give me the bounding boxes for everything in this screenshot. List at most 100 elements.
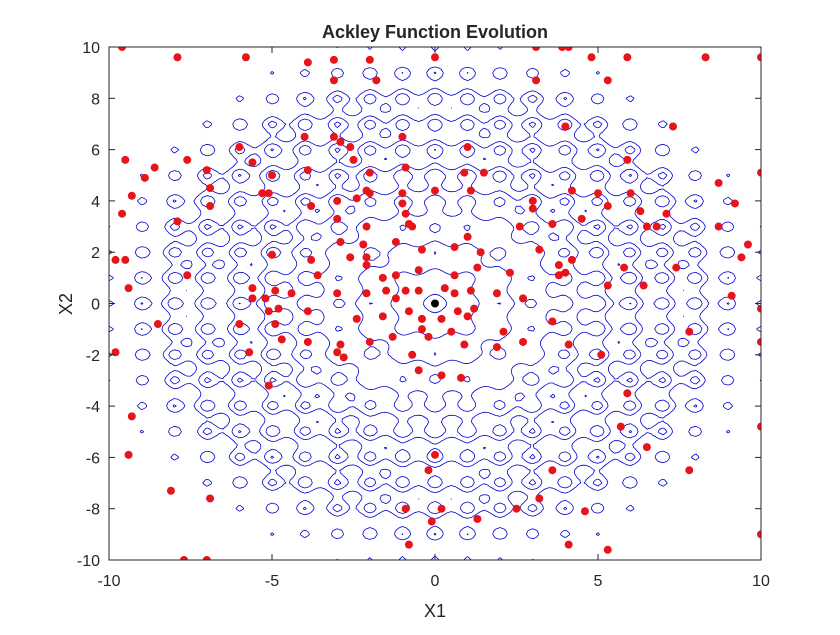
population-point bbox=[258, 189, 267, 198]
population-point bbox=[714, 178, 723, 187]
population-point bbox=[202, 166, 211, 175]
population-point bbox=[652, 222, 661, 231]
population-point bbox=[303, 166, 312, 175]
population-point bbox=[414, 286, 423, 295]
population-point bbox=[620, 263, 629, 272]
population-point bbox=[727, 291, 736, 300]
population-point bbox=[121, 255, 130, 264]
y-tick-label: -4 bbox=[86, 399, 100, 416]
population-point bbox=[567, 255, 576, 264]
y-tick-label: -8 bbox=[86, 502, 100, 519]
contour-lines bbox=[109, 47, 761, 560]
population-point bbox=[241, 53, 250, 62]
population-point bbox=[515, 222, 524, 231]
population-point bbox=[685, 327, 694, 336]
population-point bbox=[642, 222, 651, 231]
population-point bbox=[554, 261, 563, 270]
population-point bbox=[623, 155, 632, 164]
population-point bbox=[398, 189, 407, 198]
population-point bbox=[757, 168, 761, 177]
population-point bbox=[333, 348, 342, 357]
population-point bbox=[623, 53, 632, 62]
population-point bbox=[535, 245, 544, 254]
population-point bbox=[362, 186, 371, 195]
population-point bbox=[365, 337, 374, 346]
population-point bbox=[372, 76, 381, 85]
population-point bbox=[206, 184, 215, 193]
y-axis-label: X2 bbox=[56, 293, 76, 315]
population-point bbox=[365, 168, 374, 177]
population-point bbox=[118, 209, 127, 218]
population-point bbox=[248, 284, 257, 293]
population-point bbox=[362, 261, 371, 270]
y-tick-label: 2 bbox=[91, 245, 100, 262]
population-point bbox=[183, 155, 192, 164]
population-point bbox=[532, 47, 541, 51]
population-point bbox=[466, 286, 475, 295]
y-tick-label: 8 bbox=[91, 91, 100, 108]
population-point bbox=[173, 217, 182, 226]
y-tick-label: 4 bbox=[91, 194, 100, 211]
population-point bbox=[757, 530, 761, 539]
population-point bbox=[623, 389, 632, 398]
population-point bbox=[594, 189, 602, 198]
population-point bbox=[404, 307, 413, 316]
population-point bbox=[398, 132, 407, 141]
population-point bbox=[261, 294, 270, 303]
population-point bbox=[404, 540, 413, 549]
population-point bbox=[401, 504, 410, 513]
population-point bbox=[757, 304, 761, 313]
population-point bbox=[548, 466, 557, 475]
population-point bbox=[450, 289, 459, 298]
population-point bbox=[463, 232, 472, 241]
population-point bbox=[202, 556, 211, 560]
population-point bbox=[730, 199, 739, 208]
population-point bbox=[352, 314, 361, 323]
population-point bbox=[587, 53, 596, 62]
population-point bbox=[597, 350, 606, 359]
population-point bbox=[414, 366, 423, 375]
population-point bbox=[111, 348, 120, 357]
population-point bbox=[714, 222, 723, 231]
x-tick-label: 5 bbox=[594, 573, 603, 590]
population-point bbox=[408, 350, 417, 359]
population-point bbox=[431, 450, 439, 459]
y-tick-label: -6 bbox=[86, 450, 100, 467]
population-point bbox=[173, 53, 182, 62]
population-point bbox=[492, 343, 501, 352]
population-point bbox=[424, 466, 433, 475]
population-point bbox=[111, 255, 120, 264]
population-point bbox=[179, 556, 188, 560]
population-point bbox=[166, 486, 175, 495]
x-tick-label: -5 bbox=[265, 573, 279, 590]
population-point bbox=[391, 294, 400, 303]
population-point bbox=[365, 55, 374, 64]
population-point bbox=[277, 335, 286, 344]
population-point bbox=[303, 58, 312, 67]
population-point bbox=[580, 507, 589, 516]
x-axis-ticks: -10 -5 0 5 10 bbox=[97, 47, 770, 590]
population-point bbox=[476, 248, 485, 257]
contour-path bbox=[109, 47, 761, 560]
population-point bbox=[417, 245, 426, 254]
population-point bbox=[414, 266, 423, 275]
population-point bbox=[685, 466, 694, 475]
population-point bbox=[431, 53, 439, 62]
population-point bbox=[349, 155, 358, 164]
population-point bbox=[499, 327, 508, 336]
population-point bbox=[535, 494, 544, 503]
y-tick-label: 0 bbox=[91, 297, 100, 314]
population-point bbox=[401, 209, 410, 218]
population-point bbox=[668, 122, 677, 131]
population-point bbox=[271, 286, 280, 295]
population-point bbox=[473, 263, 482, 272]
population-point bbox=[564, 340, 573, 349]
population-point bbox=[424, 332, 433, 341]
population-point bbox=[336, 137, 345, 146]
population-point bbox=[248, 294, 257, 303]
population-point bbox=[528, 204, 537, 213]
population-point bbox=[307, 202, 316, 211]
population-point bbox=[127, 191, 136, 200]
y-axis-ticks: -10 -8 -6 -4 -2 0 2 4 6 8 10 bbox=[77, 40, 761, 570]
